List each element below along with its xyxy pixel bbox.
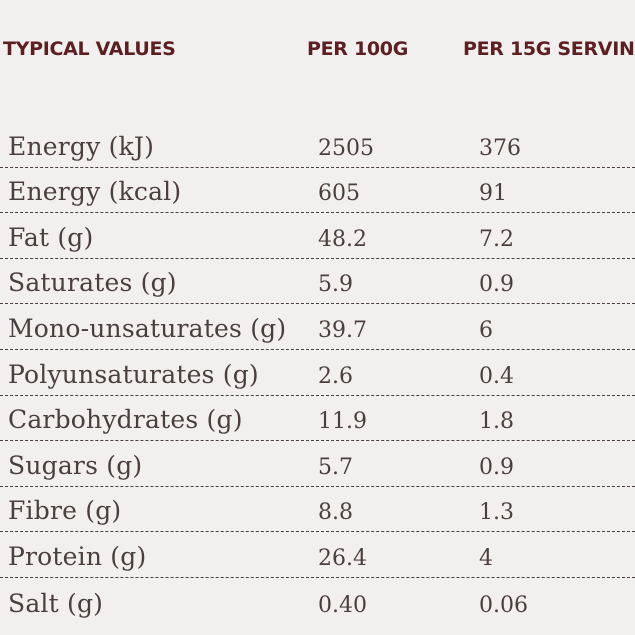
per-100g-value: 0.40 [318, 592, 367, 618]
per-serving-value: 0.06 [479, 592, 528, 618]
nutrient-label: Fibre (g) [8, 496, 122, 526]
table-row: Polyunsaturates (g) 2.6 0.4 [0, 350, 635, 396]
per-serving-value: 7.2 [479, 226, 514, 252]
per-100g-value: 11.9 [318, 409, 367, 435]
per-100g-value: 5.7 [318, 454, 353, 480]
header-per-serving: PER 15G SERVING [463, 38, 635, 60]
table-row: Protein (g) 26.4 4 [0, 532, 635, 578]
table-row: Saturates (g) 5.9 0.9 [0, 259, 635, 305]
table-row: Mono-unsaturates (g) 39.7 6 [0, 304, 635, 350]
per-100g-value: 48.2 [318, 226, 367, 252]
nutrient-label: Carbohydrates (g) [8, 405, 243, 435]
nutrient-label: Energy (kcal) [8, 177, 182, 207]
table-row: Energy (kcal) 605 91 [0, 168, 635, 214]
per-100g-value: 2.6 [318, 363, 353, 389]
table-row: Carbohydrates (g) 11.9 1.8 [0, 396, 635, 442]
nutrient-label: Mono-unsaturates (g) [8, 313, 287, 343]
nutrient-label: Salt (g) [8, 588, 104, 618]
nutrient-label: Polyunsaturates (g) [8, 359, 259, 389]
table-row: Salt (g) 0.40 0.06 [0, 578, 635, 624]
per-serving-value: 91 [479, 181, 507, 207]
nutrient-label: Energy (kJ) [8, 131, 155, 161]
table-row: Fibre (g) 8.8 1.3 [0, 487, 635, 533]
per-serving-value: 0.9 [479, 454, 514, 480]
per-serving-value: 6 [479, 317, 493, 343]
nutrient-label: Protein (g) [8, 541, 147, 571]
header-per-100g: PER 100G [307, 38, 409, 60]
per-100g-value: 26.4 [318, 545, 367, 571]
per-serving-value: 1.8 [479, 409, 514, 435]
per-serving-value: 1.3 [479, 500, 514, 526]
table-row: Fat (g) 48.2 7.2 [0, 213, 635, 259]
nutrient-label: Fat (g) [8, 222, 94, 252]
per-serving-value: 0.4 [479, 363, 514, 389]
per-100g-value: 5.9 [318, 272, 353, 298]
table-row: Energy (kJ) 2505 376 [0, 122, 635, 168]
per-serving-value: 4 [479, 545, 493, 571]
per-serving-value: 0.9 [479, 272, 514, 298]
nutrition-table: Energy (kJ) 2505 376 Energy (kcal) 605 9… [0, 122, 635, 624]
per-100g-value: 39.7 [318, 317, 367, 343]
per-100g-value: 605 [318, 181, 360, 207]
nutrient-label: Saturates (g) [8, 268, 177, 298]
table-row: Sugars (g) 5.7 0.9 [0, 441, 635, 487]
per-100g-value: 2505 [318, 135, 374, 161]
per-100g-value: 8.8 [318, 500, 353, 526]
header-typical-values: TYPICAL VALUES [3, 38, 176, 60]
nutrient-label: Sugars (g) [8, 450, 143, 480]
table-header: TYPICAL VALUES PER 100G PER 15G SERVING [0, 38, 635, 68]
per-serving-value: 376 [479, 135, 521, 161]
